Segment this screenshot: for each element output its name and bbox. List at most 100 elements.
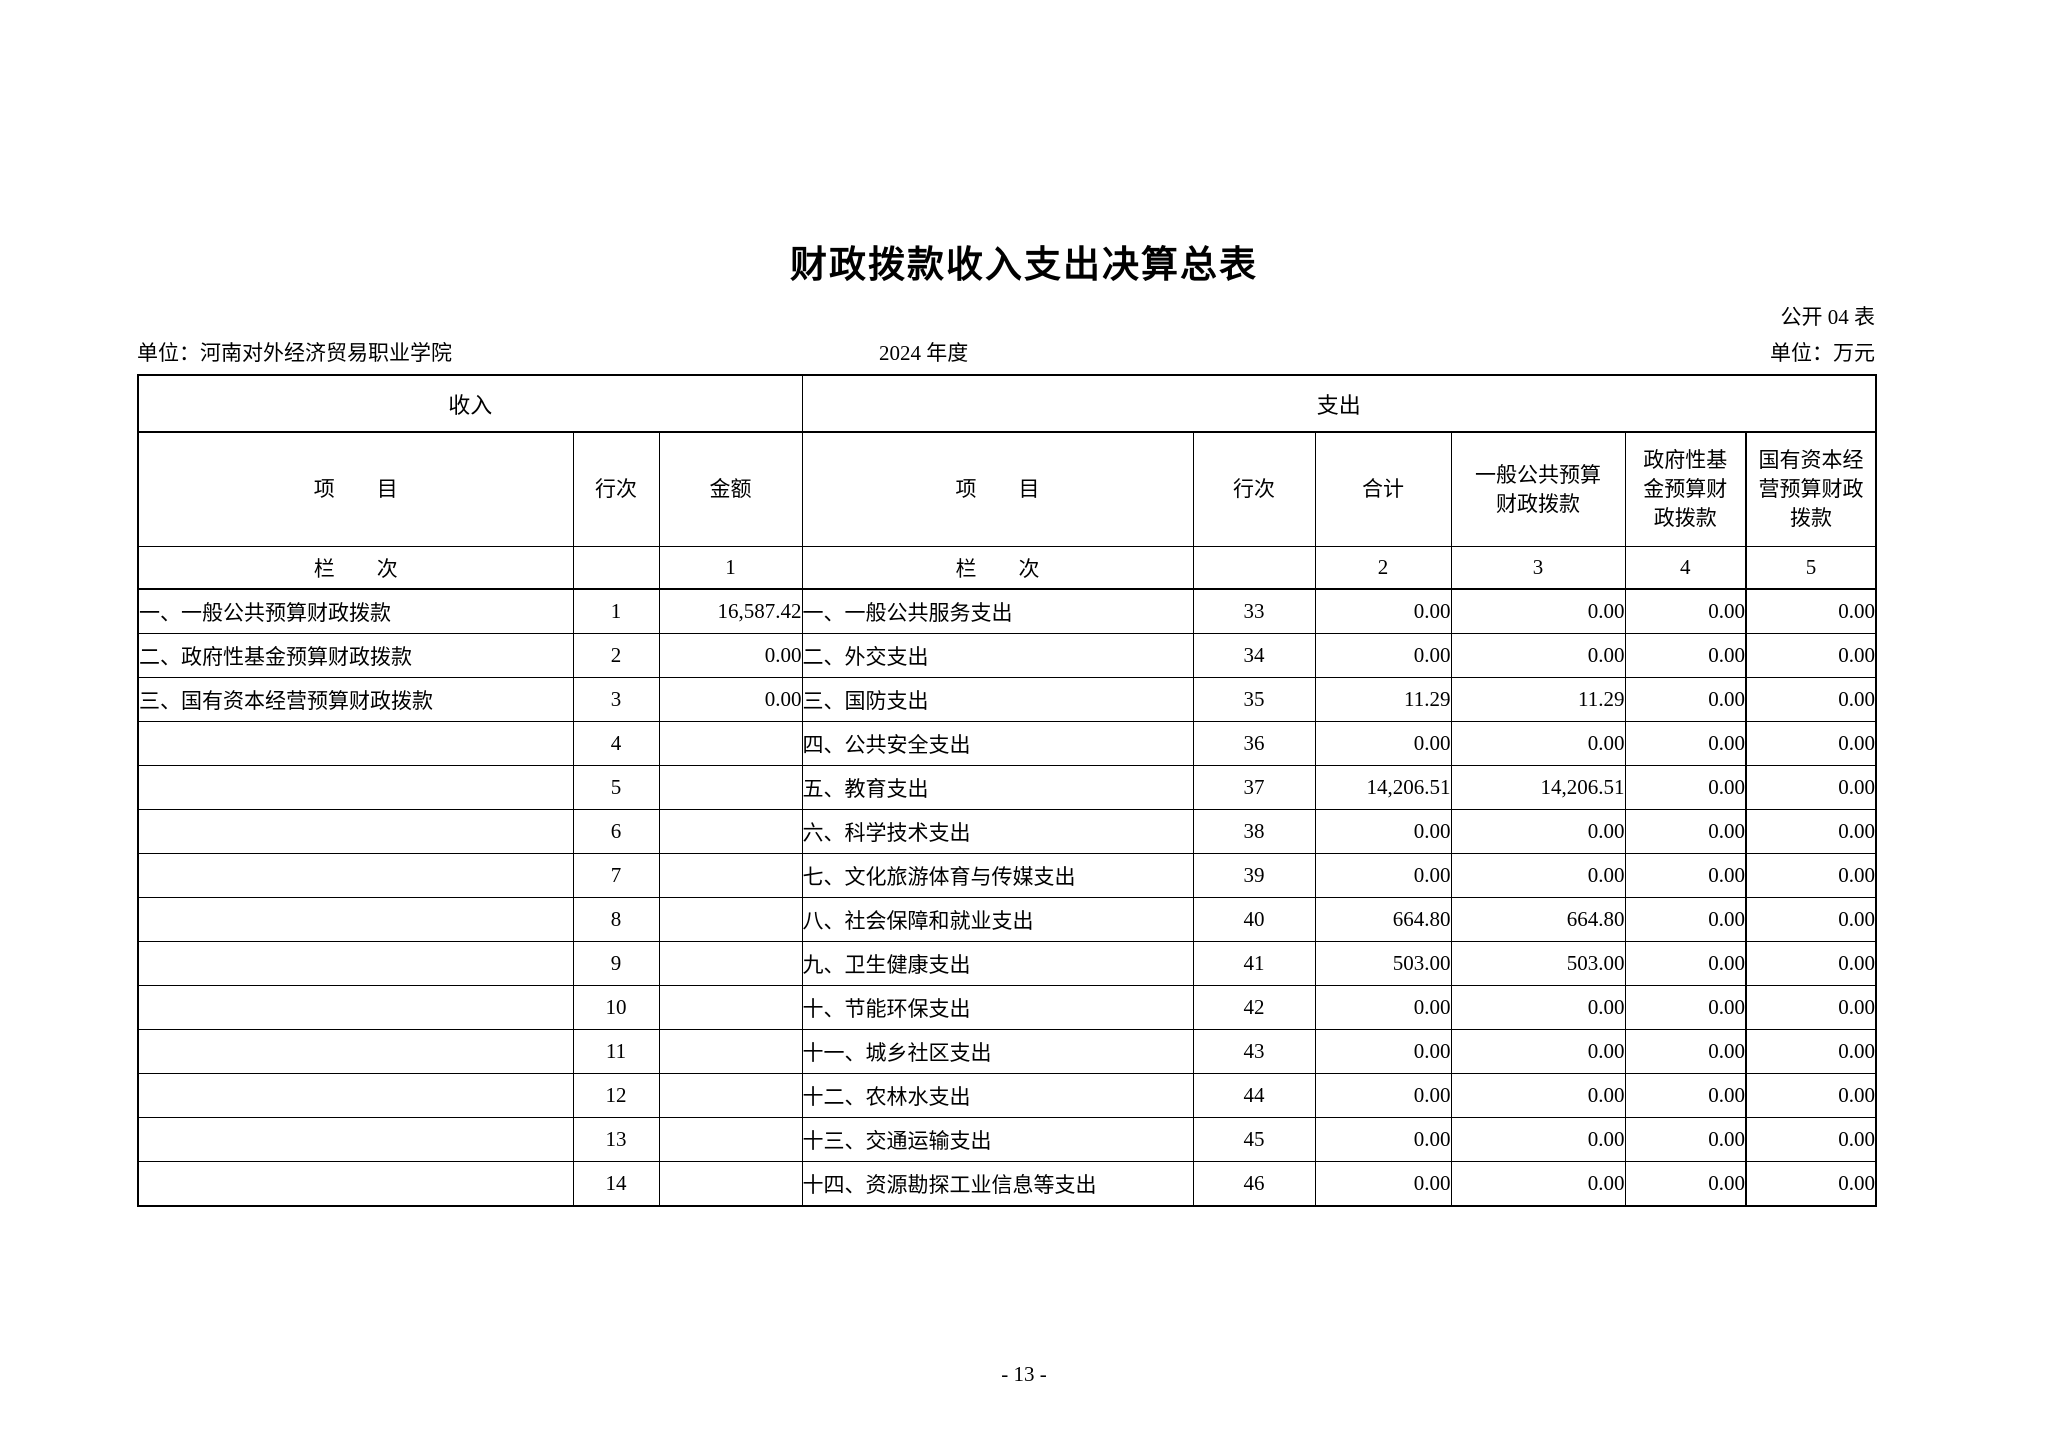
expense-general-budget: 664.80 — [1450, 897, 1626, 942]
income-item — [137, 1117, 574, 1162]
expense-state-capital: 0.00 — [1744, 809, 1877, 854]
expense-section-header: 支出 — [801, 374, 1877, 433]
fiscal-year: 2024 年度 — [879, 341, 969, 365]
expense-gov-fund: 0.00 — [1624, 765, 1747, 810]
expense-line-no: 34 — [1192, 633, 1316, 678]
expense-item: 一、一般公共服务支出 — [801, 588, 1194, 634]
income-line-no: 1 — [572, 588, 660, 634]
expense-general-budget: 0.00 — [1450, 588, 1626, 634]
expense-item: 十二、农林水支出 — [801, 1073, 1194, 1118]
unit-name: 单位：河南对外经济贸易职业学院 — [137, 341, 452, 365]
income-amount — [658, 721, 803, 766]
expense-line-no: 40 — [1192, 897, 1316, 942]
column-header-row: 项 目 行次 金额 项 目 行次 合计 一般公共预算 财政拨款 政府性基 金预算… — [137, 431, 1877, 547]
expense-general-budget: 0.00 — [1450, 721, 1626, 766]
expense-gov-fund: 0.00 — [1624, 633, 1747, 678]
expense-general-budget: 14,206.51 — [1450, 765, 1626, 810]
expense-line-no: 45 — [1192, 1117, 1316, 1162]
table-row: 一、一般公共预算财政拨款 1 16,587.42 一、一般公共服务支出 33 0… — [137, 588, 1877, 634]
expense-gov-fund: 0.00 — [1624, 985, 1747, 1030]
expense-item: 十三、交通运输支出 — [801, 1117, 1194, 1162]
expense-gov-fund: 0.00 — [1624, 1073, 1747, 1118]
expense-total: 0.00 — [1314, 985, 1452, 1030]
table-row: 12 十二、农林水支出 44 0.00 0.00 0.00 0.00 — [137, 1073, 1877, 1118]
income-line-no-header: 行次 — [572, 431, 660, 547]
expense-lanci-blank — [1192, 546, 1316, 590]
expense-total: 664.80 — [1314, 897, 1452, 942]
expense-line-no: 38 — [1192, 809, 1316, 854]
expense-general-budget: 0.00 — [1450, 1117, 1626, 1162]
expense-line-no: 42 — [1192, 985, 1316, 1030]
table-row: 三、国有资本经营预算财政拨款 3 0.00 三、国防支出 35 11.29 11… — [137, 677, 1877, 722]
income-line-no: 4 — [572, 721, 660, 766]
expense-state-capital: 0.00 — [1744, 633, 1877, 678]
expense-line-no: 46 — [1192, 1161, 1316, 1207]
income-line-no: 10 — [572, 985, 660, 1030]
expense-total: 503.00 — [1314, 941, 1452, 986]
expense-general-budget: 0.00 — [1450, 809, 1626, 854]
income-line-no: 2 — [572, 633, 660, 678]
expense-item: 二、外交支出 — [801, 633, 1194, 678]
expense-state-capital: 0.00 — [1744, 1117, 1877, 1162]
table-row: 7 七、文化旅游体育与传媒支出 39 0.00 0.00 0.00 0.00 — [137, 853, 1877, 898]
expense-line-no: 43 — [1192, 1029, 1316, 1074]
expense-col-index-5: 5 — [1744, 546, 1877, 590]
page-number: - 13 - — [1001, 1362, 1047, 1386]
income-amount: 0.00 — [658, 633, 803, 678]
expense-line-no: 33 — [1192, 588, 1316, 634]
expense-gov-fund: 0.00 — [1624, 853, 1747, 898]
expense-total: 0.00 — [1314, 809, 1452, 854]
income-amount — [658, 1029, 803, 1074]
income-section-header: 收入 — [137, 374, 803, 433]
income-line-no: 3 — [572, 677, 660, 722]
income-line-no: 11 — [572, 1029, 660, 1074]
expense-general-budget: 0.00 — [1450, 1073, 1626, 1118]
income-item: 三、国有资本经营预算财政拨款 — [137, 677, 574, 722]
expense-gov-fund-header: 政府性基 金预算财 政拨款 — [1624, 431, 1747, 547]
income-line-no: 6 — [572, 809, 660, 854]
expense-item: 三、国防支出 — [801, 677, 1194, 722]
table-row: 二、政府性基金预算财政拨款 2 0.00 二、外交支出 34 0.00 0.00… — [137, 633, 1877, 678]
expense-gov-fund: 0.00 — [1624, 1029, 1747, 1074]
expense-state-capital: 0.00 — [1744, 677, 1877, 722]
expense-general-budget: 503.00 — [1450, 941, 1626, 986]
expense-state-capital: 0.00 — [1744, 897, 1877, 942]
income-line-no: 12 — [572, 1073, 660, 1118]
income-amount — [658, 809, 803, 854]
expense-general-budget: 0.00 — [1450, 853, 1626, 898]
income-amount — [658, 985, 803, 1030]
expense-total: 0.00 — [1314, 1161, 1452, 1207]
expense-total-header: 合计 — [1314, 431, 1452, 547]
table-row: 4 四、公共安全支出 36 0.00 0.00 0.00 0.00 — [137, 721, 1877, 766]
expense-item: 十四、资源勘探工业信息等支出 — [801, 1161, 1194, 1207]
expense-total: 14,206.51 — [1314, 765, 1452, 810]
income-line-no: 13 — [572, 1117, 660, 1162]
expense-col-index-4: 4 — [1624, 546, 1747, 590]
income-amount-header: 金额 — [658, 431, 803, 547]
currency-unit: 单位：万元 — [1770, 341, 1875, 365]
expense-total: 0.00 — [1314, 588, 1452, 634]
income-item — [137, 1029, 574, 1074]
income-item — [137, 897, 574, 942]
expense-general-budget: 0.00 — [1450, 633, 1626, 678]
table-row: 11 十一、城乡社区支出 43 0.00 0.00 0.00 0.00 — [137, 1029, 1877, 1074]
expense-gov-fund: 0.00 — [1624, 941, 1747, 986]
expense-gov-fund: 0.00 — [1624, 1117, 1747, 1162]
income-lanci-label: 栏 次 — [137, 546, 574, 590]
expense-state-capital: 0.00 — [1744, 1073, 1877, 1118]
expense-total: 0.00 — [1314, 721, 1452, 766]
expense-state-capital: 0.00 — [1744, 588, 1877, 634]
income-amount — [658, 1161, 803, 1207]
expense-line-no: 35 — [1192, 677, 1316, 722]
expense-item: 十一、城乡社区支出 — [801, 1029, 1194, 1074]
expense-total: 11.29 — [1314, 677, 1452, 722]
expense-item: 五、教育支出 — [801, 765, 1194, 810]
table-row: 10 十、节能环保支出 42 0.00 0.00 0.00 0.00 — [137, 985, 1877, 1030]
income-line-no: 8 — [572, 897, 660, 942]
income-col-index-1: 1 — [658, 546, 803, 590]
income-item: 二、政府性基金预算财政拨款 — [137, 633, 574, 678]
page-title: 财政拨款收入支出决算总表 — [790, 245, 1258, 286]
income-line-no: 9 — [572, 941, 660, 986]
table-row: 8 八、社会保障和就业支出 40 664.80 664.80 0.00 0.00 — [137, 897, 1877, 942]
